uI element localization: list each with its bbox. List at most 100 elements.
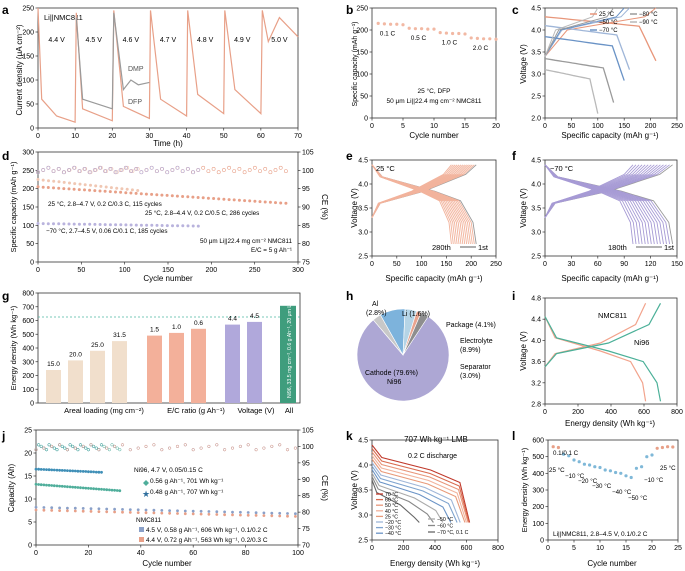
panel-k-legend: 70 °C60 °C50 °C40 °C25 °C−20 °C−30 °C−40…: [376, 492, 469, 537]
panel-j-s3-cap-27: [105, 510, 109, 514]
panel-l-point-9: [598, 465, 602, 470]
panel-b-ylabel: Specific capacity (mAh g⁻¹): [352, 22, 359, 107]
panel-k-curve-6: [371, 465, 458, 523]
panel-k-ytick-label-1: 3.0: [358, 513, 368, 520]
panel-l-point-18: [645, 455, 649, 459]
panel-i-xtick-label-2: 400: [605, 409, 617, 416]
panel-d-y2tick-label-4: 95: [302, 186, 310, 193]
panel-c: c 0 50 100 150 200 250 2.0 2.5 3.0 3.5 4.0 4.5 25 °…: [512, 3, 683, 140]
panel-j-s3-cap-66: [207, 512, 211, 516]
panel-a-xtick-label-7: 70: [294, 133, 302, 140]
panel-d-s0-point-11: [94, 184, 98, 188]
panel-d-s2-ce-11: [93, 168, 97, 172]
panel-g-ylabel: Energy density (Wh kg⁻¹): [9, 305, 18, 390]
panel-k-xlabel: Energy density (Wh kg⁻¹): [390, 559, 480, 568]
panel-d-s2-point-1: [41, 222, 45, 226]
panel-j-s1-ce-20: [86, 448, 90, 452]
panel-j-s2-cap-63: [199, 509, 203, 513]
panel-j-note-1: Ni96, 4.7 V, 0.05/0.15 C: [134, 467, 203, 474]
panel-c-frame: [544, 7, 678, 119]
panel-g-bar-5: [169, 332, 184, 403]
panel-j-s0-cap-10: [60, 469, 64, 472]
panel-e-xtick-label-5: 250: [490, 261, 502, 268]
panel-c-ytick-label-5: 4.5: [531, 6, 541, 13]
panel-a-xtick-label-5: 50: [220, 133, 228, 140]
panel-d-s2-point-5: [62, 222, 66, 226]
panel-j-s2-cap-99: [294, 512, 297, 516]
panel-j-s1-ce-28: [107, 448, 111, 452]
panel-l-xtick-label-5: 25: [674, 545, 682, 552]
panel-l-label-6: −40 °C: [612, 489, 632, 496]
panel-d-s1-point-3: [52, 186, 55, 190]
panel-d-s2-ce-13: [103, 169, 108, 174]
panel-d-s2-ce-28: [180, 169, 185, 174]
panel-j-s3-ce-57: [183, 443, 187, 447]
panel-d-s2-ce-6: [67, 168, 71, 172]
panel-j-s1-ce-4: [44, 448, 49, 452]
panel-j-ytick-label-5: 25: [24, 428, 32, 435]
panel-d-s2-point-29: [186, 224, 190, 228]
panel-d-s2-point-7: [72, 222, 76, 226]
panel-j-points: [34, 443, 297, 518]
panel-b-ytick-label-0: 0: [364, 116, 368, 123]
panel-j-marker-star: ★: [142, 489, 150, 499]
panel-d-s1-point-30: [191, 195, 195, 199]
panel-h-package-label: Package (4.1%): [446, 322, 496, 329]
panel-f-xtick-label-3: 90: [620, 261, 628, 268]
panel-j-s1-cap-0: [34, 482, 38, 486]
panel-g-group-1: Areal loading (mg cm⁻²): [64, 406, 144, 415]
panel-d: d 0 50 100 150 200 250 30005010015020025030075…: [2, 149, 329, 283]
panel-j-s3-ce-45: [152, 443, 156, 447]
panel-e-label: e: [346, 149, 353, 163]
panel-d-s2-point-2: [46, 222, 50, 226]
panel-j-s1-ce-13: [68, 443, 72, 447]
panel-c-ytick-label-2: 3.0: [531, 72, 541, 79]
panel-j-s3-cap-45: [152, 511, 156, 515]
panel-a-ticks: 0 10 20 30 40 50 60 70 0 50 100 150 200 250: [22, 6, 302, 141]
panel-i-xtick-label-3: 600: [638, 409, 650, 416]
panel-i-discharge-1: [544, 316, 662, 402]
panel-j-s1-cap-21: [89, 487, 93, 490]
panel-b-point-6: [413, 27, 417, 31]
panel-d-s1-point-18: [129, 191, 133, 195]
panel-d-s2-ce-5: [62, 170, 66, 175]
panel-f-xtick-label-5: 150: [671, 261, 683, 268]
panel-j-ytick-label-2: 10: [24, 497, 32, 504]
panel-l-xtick-label-4: 20: [648, 545, 656, 552]
panel-g-bars: 15.0 20.0 25.0 31.5 1.5 1.0 0.6 4.4 4.5 Ni96, 33.…: [46, 288, 296, 404]
panel-d-s0-point-16: [120, 187, 124, 191]
panel-j-s0-cap-6: [50, 468, 54, 472]
panel-j-s1-cap-25: [100, 487, 103, 491]
panel-f-xlabel: Specific capacity (mAh g⁻¹): [561, 274, 658, 283]
panel-d-s1-point-13: [103, 189, 107, 193]
panel-k-legend-label-5: −20 °C: [385, 520, 401, 526]
panel-h-slice-0: [356, 316, 450, 402]
panel-j-s0-cap-4: [45, 468, 48, 471]
panel-l-xlabel: Cycle number: [587, 559, 637, 568]
panel-e-frame: [371, 159, 497, 257]
panel-l-point-8: [593, 465, 597, 469]
panel-d-s1-point-36: [222, 197, 226, 201]
panel-j-s3-ce-36: [128, 448, 132, 452]
panel-j-ylabel: Capacity (Ah): [7, 463, 16, 512]
panel-f-curves: [544, 164, 674, 245]
panel-a-voltage-labels: 4.4 V 4.5 V 4.6 V 4.7 V 4.8 V 4.9 V 5.0 V: [48, 37, 288, 44]
panel-a-ytick-label-5: 250: [22, 6, 34, 13]
panel-c-ytick-label-0: 2.0: [531, 116, 541, 123]
panel-j-note-2: 0.56 g Ah⁻¹, 701 Wh kg⁻¹: [150, 478, 224, 485]
panel-d-xtick-label-0: 0: [36, 267, 40, 274]
panel-l-points: [551, 445, 675, 480]
panel-g-ticks: 0 100 200 300 400 500 600 700 800: [22, 291, 38, 408]
panel-i: i 0 200 400 600 800 2.8 3.2 3.6 4.0 4.4 4.8 Voltag…: [512, 289, 683, 428]
panel-a-voltage-0: 4.4 V: [48, 37, 65, 44]
panel-k-ytick-label-0: 2.5: [358, 538, 368, 545]
panel-j-s3-cap-30: [113, 510, 116, 514]
panel-a-voltage-3: 4.7 V: [160, 37, 177, 44]
panel-f-ytick-label-4: 4.5: [531, 158, 541, 165]
panel-j-ticks: 0 20 40 60 80 100 0 5 10 15 20 25 70 75 80 85 90 95 100 105: [24, 428, 314, 558]
panel-j-s3-ce-33: [120, 443, 125, 447]
panel-j-s2-cap-39: [136, 508, 140, 512]
panel-j-s1-cap-30: [113, 488, 116, 492]
panel-a-frame: [37, 7, 299, 129]
panel-j-s0-cap-14: [71, 469, 75, 473]
